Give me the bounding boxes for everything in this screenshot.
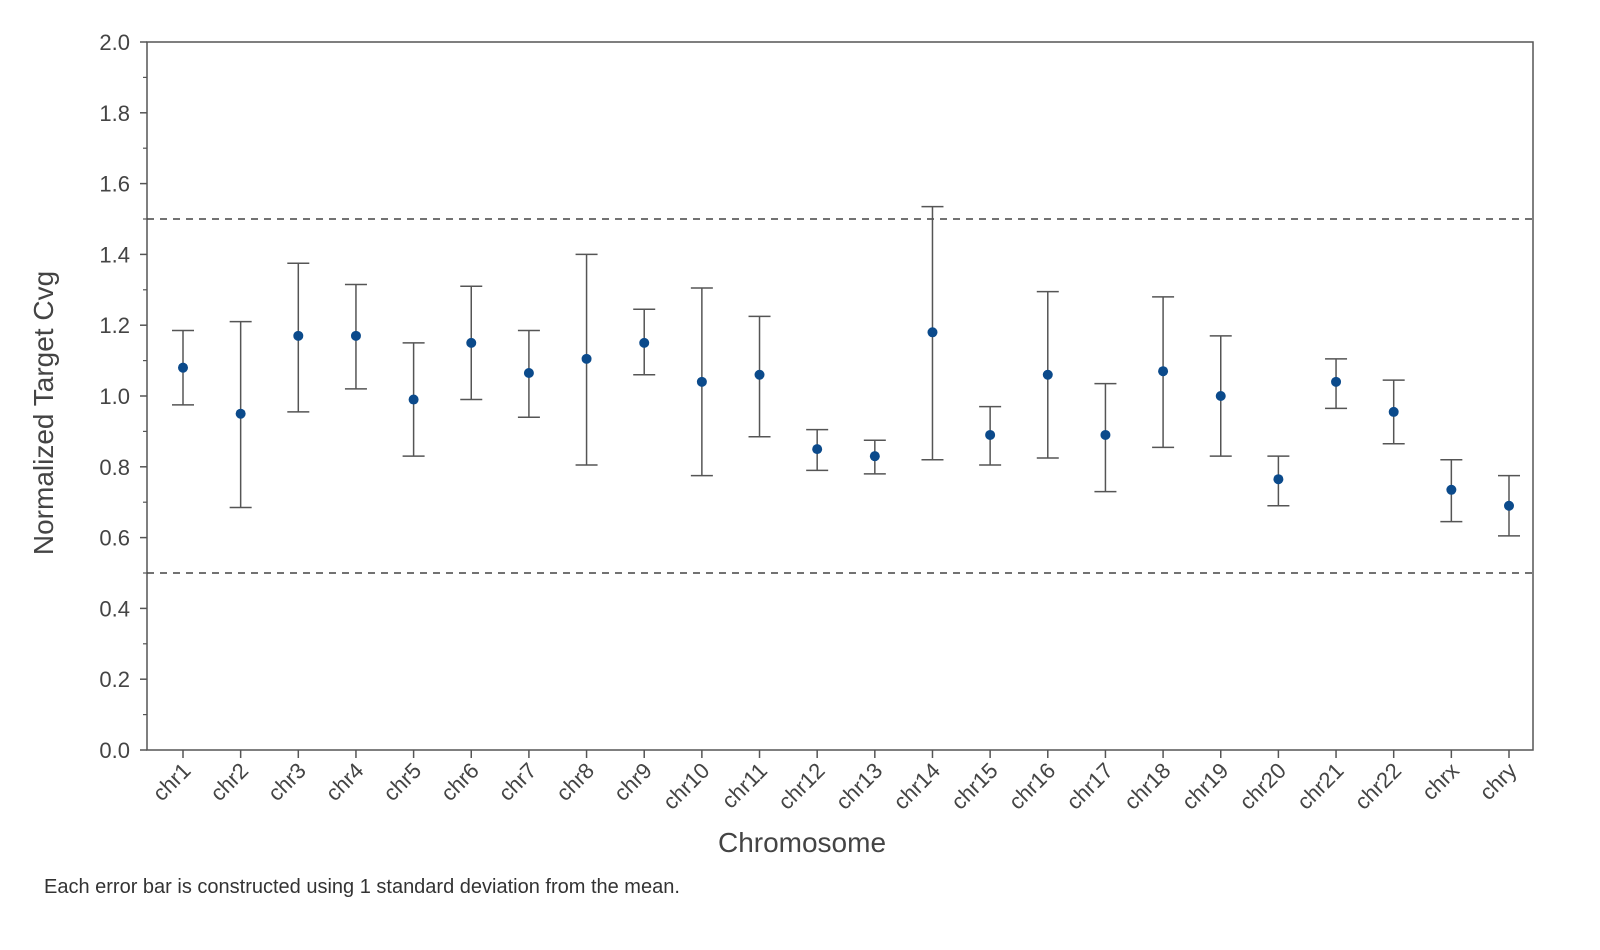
mean-point-chr2 (235, 408, 246, 419)
y-tick-label: 0.6 (99, 526, 130, 551)
mean-point-chr11 (754, 369, 765, 380)
x-tick-label: chrx (1417, 758, 1464, 805)
x-tick-label: chr15 (946, 758, 1003, 815)
mean-point-chr21 (1331, 376, 1342, 387)
mean-point-chr8 (581, 353, 592, 364)
x-tick-label: chr17 (1061, 758, 1118, 815)
mean-point-chr9 (639, 337, 650, 348)
x-tick-label: chr2 (205, 758, 253, 806)
y-tick-label: 1.0 (99, 384, 130, 409)
x-tick-label: chr22 (1350, 758, 1407, 815)
mean-point-chr1 (178, 362, 188, 373)
x-tick-label: chry (1474, 758, 1521, 805)
mean-point-chr15 (985, 429, 996, 440)
mean-point-chr20 (1273, 474, 1284, 485)
x-tick-label: chr6 (436, 758, 484, 806)
x-tick-label: chr5 (378, 758, 426, 806)
mean-point-chr14 (927, 327, 938, 338)
footnote: Each error bar is constructed using 1 st… (44, 876, 680, 898)
x-tick-label: chr1 (148, 758, 196, 806)
x-tick-label: chr7 (494, 758, 542, 806)
y-tick-label: 1.6 (99, 172, 130, 197)
mean-point-chr4 (350, 330, 361, 341)
y-tick-label: 1.2 (99, 313, 130, 338)
x-tick-label: chr20 (1234, 758, 1291, 815)
x-tick-label: chr3 (263, 758, 311, 806)
x-tick-label: chr21 (1292, 758, 1349, 815)
mean-point-chr12 (812, 444, 823, 455)
x-tick-label: chr14 (888, 758, 945, 815)
y-axis-label: Normalized Target Cvg (28, 271, 59, 555)
x-axis-ticks: chr1 chr2 chr3 chr4 chr5 chr6 chr7 chr8 chr9 chr1… (148, 750, 1522, 814)
x-tick-label: chr12 (773, 758, 830, 815)
x-tick-label: chr13 (831, 758, 888, 815)
mean-point-chr3 (293, 330, 304, 341)
y-tick-label: 2.0 (99, 30, 130, 55)
y-tick-label: 0.0 (99, 738, 130, 763)
mean-point-chr13 (869, 451, 880, 462)
y-tick-label: 1.8 (99, 101, 130, 126)
y-tick-label: 1.4 (99, 242, 130, 267)
x-tick-label: chr18 (1119, 758, 1176, 815)
y-tick-label: 0.4 (99, 596, 130, 621)
error-bars (172, 205, 1520, 537)
x-tick-label: chr4 (321, 758, 369, 806)
mean-points (178, 327, 1514, 511)
y-tick-label: 0.2 (99, 667, 130, 692)
x-axis-label: Chromosome (718, 827, 886, 858)
y-tick-label: 0.8 (99, 455, 130, 480)
mean-point-chr10 (696, 376, 707, 387)
error-bar-chart: 0.00.20.40.60.81.01.21.41.61.82.0 chr1 ch… (28, 30, 1534, 858)
mean-point-chrx (1446, 484, 1457, 495)
mean-point-chr18 (1158, 366, 1169, 377)
x-tick-label: chr11 (717, 758, 772, 813)
x-tick-label: chr19 (1177, 758, 1234, 815)
x-tick-label: chr9 (609, 758, 657, 806)
x-tick-label: chr8 (551, 758, 599, 806)
mean-point-chr7 (523, 367, 534, 378)
y-axis-ticks: 0.0 0.2 0.4 0.6 0.8 1.0 1.2 1.4 1.6 1.8 2.0 (99, 30, 147, 763)
mean-point-chr16 (1042, 369, 1053, 380)
mean-point-chr22 (1388, 406, 1399, 417)
mean-point-chr19 (1215, 391, 1226, 401)
plot-area-frame (146, 41, 1534, 751)
mean-point-chr6 (466, 337, 477, 348)
x-tick-label: chr16 (1004, 758, 1061, 815)
mean-point-chry (1504, 500, 1514, 511)
reference-lines (147, 218, 1533, 574)
mean-point-chr17 (1100, 429, 1111, 440)
x-tick-label: chr10 (658, 758, 715, 815)
mean-point-chr5 (408, 394, 419, 405)
